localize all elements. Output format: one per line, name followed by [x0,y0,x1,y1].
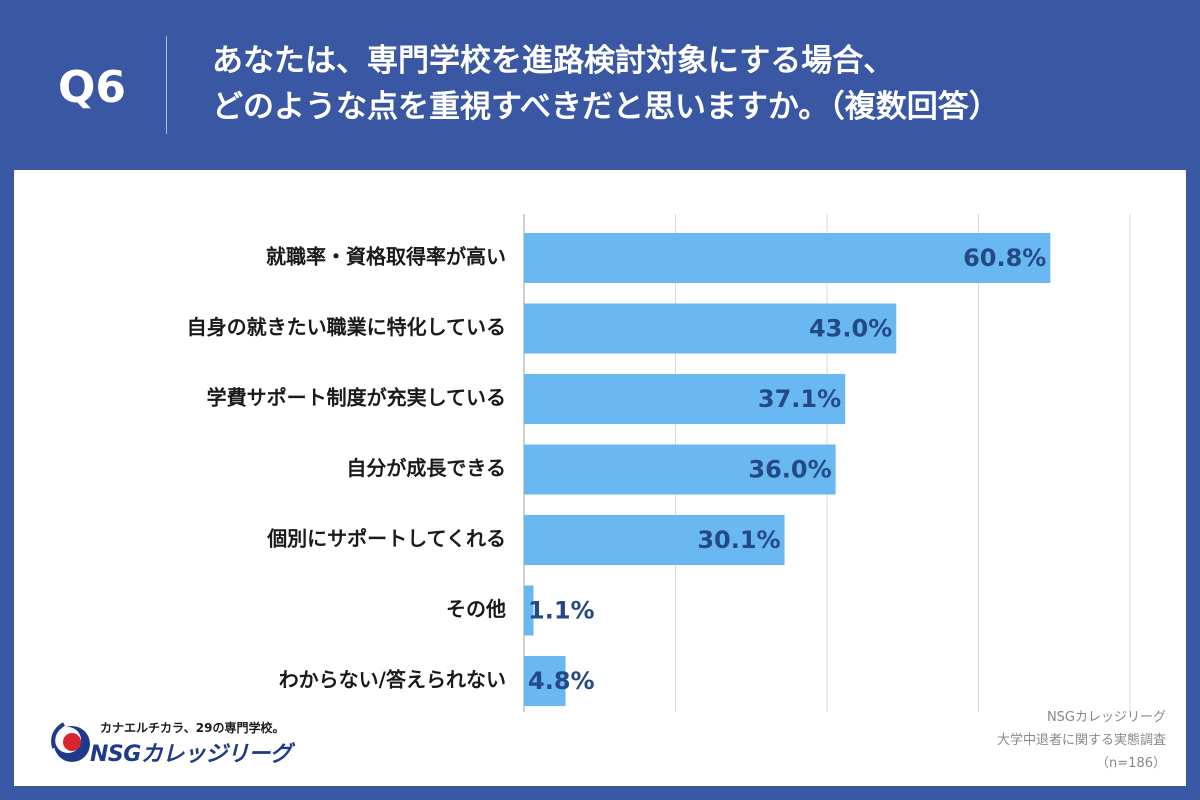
bar [524,444,836,495]
value-label: 36.0% [748,456,831,484]
value-label: 43.0% [809,315,892,343]
logo-tagline: カナエルチカラ、29の専門学校。 [100,721,285,735]
bar-chart: 就職率・資格取得率が高い 60.8% 自身の就きたい職業に特化している 43.0% 学費… [187,214,1131,712]
source-line1: NSGカレッジリーグ [1046,710,1166,725]
value-label: 60.8% [963,244,1046,272]
category-label: わからない/答えられない [279,668,506,692]
nsg-logo: カナエルチカラ、29の専門学校。 NSGカレッジリーグ [46,716,306,767]
bar [524,374,846,424]
category-label: 個別にサポートしてくれる [266,527,506,551]
category-label: 自身の就きたい職業に特化している [187,315,506,339]
bar [524,656,566,706]
category-label: その他 [446,597,506,621]
category-label: 就職率・資格取得率が高い [266,245,506,269]
question-header: Q6 あなたは、専門学校を進路検討対象にする場合、 どのような点を重視すべきだと… [0,0,1200,170]
logo-mark-icon [51,722,90,762]
question-title-line1: あなたは、専門学校を進路検討対象にする場合、 [212,43,895,79]
chart-panel: 就職率・資格取得率が高い 60.8% 自身の就きたい職業に特化している 43.0% 学費… [14,170,1186,786]
question-number: Q6 [58,62,127,113]
source-line2: 大学中退者に関する実態調査 [996,733,1166,748]
bar [524,233,1051,283]
category-label: 自分が成長できる [346,456,506,480]
bar [524,585,534,636]
question-title: あなたは、専門学校を進路検討対象にする場合、 どのような点を重視すべきだと思いま… [212,38,1172,130]
value-label: 37.1% [758,385,841,413]
value-label: 30.1% [697,526,780,554]
source-note: NSGカレッジリーグ 大学中退者に関する実態調査 （n=186） [866,706,1166,775]
question-title-line2: どのような点を重視すべきだと思いますか。（複数回答） [212,89,1000,125]
value-label: 4.8% [528,667,595,695]
category-label: 学費サポート制度が充実している [207,386,506,410]
source-line3: （n=186） [1096,756,1166,771]
value-label: 1.1% [528,597,595,625]
bar [524,515,785,565]
header-divider [166,36,167,134]
logo-name: NSGカレッジリーグ [90,742,292,767]
bar [524,303,897,354]
